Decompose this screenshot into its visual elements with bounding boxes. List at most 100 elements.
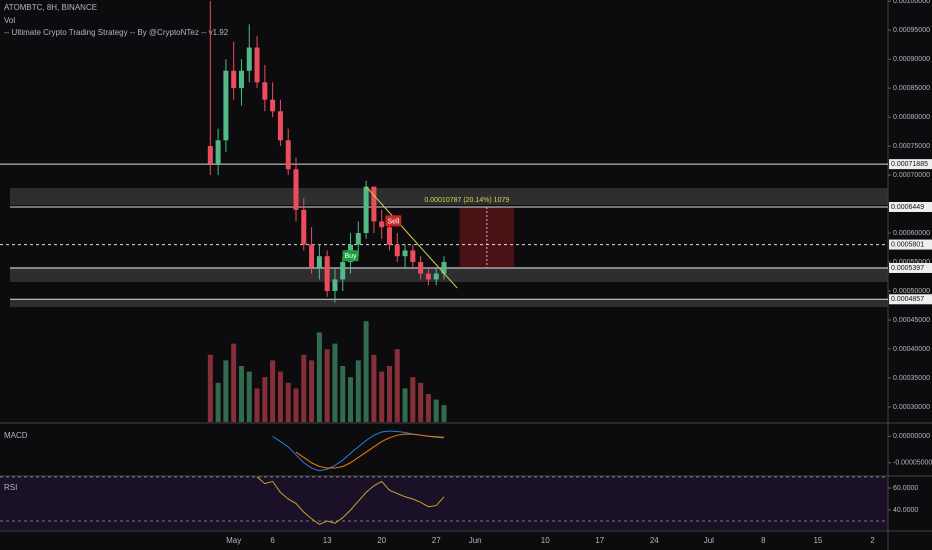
y-tick-label: 40.0000 (893, 507, 918, 514)
level-label: 0.0005397 (891, 265, 924, 272)
y-tick-label: 0.00030000 (893, 404, 930, 411)
y-tick-label: 0.00035000 (893, 375, 930, 382)
volume-bar (386, 366, 392, 422)
zone (10, 298, 888, 307)
signal-label: Sell (388, 218, 400, 225)
risk-box (459, 207, 515, 268)
zone (10, 266, 888, 283)
x-tick-label: 27 (432, 536, 441, 545)
rsi-label: RSI (4, 483, 17, 492)
volume-bar (324, 349, 330, 422)
y-tick-label: 0.00000000 (893, 433, 930, 440)
macd-line (272, 430, 445, 472)
x-tick-label: 10 (541, 536, 550, 545)
x-tick-label: 15 (813, 536, 822, 545)
y-tick-label: 0.00100000 (893, 0, 930, 5)
x-tick-label: May (226, 536, 241, 545)
x-tick-label: Jun (469, 536, 482, 545)
strategy-label: -- Ultimate Crypto Trading Strategy -- B… (4, 28, 229, 37)
candle-body (246, 47, 252, 71)
candle-body (309, 244, 315, 268)
candle-body (433, 273, 439, 280)
volume-bar (316, 332, 322, 422)
volume-bar (332, 343, 338, 422)
volume-bar (441, 405, 447, 422)
volume-bar (371, 354, 377, 422)
candle-body (285, 140, 291, 170)
volume-bar (254, 388, 260, 422)
candle-body (363, 186, 369, 234)
candle-body (410, 250, 416, 263)
x-tick-label: 8 (761, 536, 766, 545)
volume-bar (402, 388, 408, 422)
volume-bar (223, 360, 229, 422)
volume-bar (293, 388, 299, 422)
x-tick-label: 20 (377, 536, 386, 545)
candle-body (254, 47, 260, 83)
candle-body (238, 70, 244, 89)
signal-label: Buy (344, 253, 357, 260)
volume-bar (433, 399, 439, 422)
volume-bar (425, 394, 431, 422)
x-tick-label: 2 (870, 536, 875, 545)
volume-bar (238, 366, 244, 422)
volume-bar (277, 371, 283, 422)
x-tick-label: Jul (704, 536, 714, 545)
candle-body (270, 99, 276, 112)
candle-body (223, 70, 229, 141)
volume-bar (215, 382, 221, 422)
candle-body (277, 111, 283, 141)
annotation: 0.00010787 (20.14%) 1079 (424, 197, 509, 204)
volume-bar (418, 382, 424, 422)
volume-bar (270, 360, 276, 422)
candle-body (371, 186, 377, 222)
volume-bar (309, 360, 315, 422)
candle-body (215, 140, 221, 164)
rsi-line (256, 476, 445, 525)
candle-body (425, 273, 431, 280)
volume-bar (207, 354, 213, 422)
candle-body (231, 70, 237, 89)
y-tick-label: 60.0000 (893, 485, 918, 492)
candle-body (340, 262, 346, 280)
zone (10, 188, 888, 206)
volume-bar (348, 377, 354, 422)
volume-bar (231, 343, 237, 422)
signal-box (385, 215, 402, 227)
y-tick-label: 0.00085000 (893, 85, 930, 92)
volume-bar (340, 366, 346, 422)
y-tick-label: -0.00005000 (893, 460, 932, 467)
y-tick-label: 0.00045000 (893, 317, 930, 324)
x-tick-label: 17 (595, 536, 604, 545)
candle-body (293, 169, 299, 210)
level-label: 0.0006449 (891, 204, 924, 211)
candle-body (324, 256, 330, 291)
y-tick-label: 0.00050000 (893, 288, 930, 295)
candle-body (394, 244, 400, 257)
level-label: 0.00071885 (891, 161, 928, 168)
y-tick-label: 0.00055000 (893, 259, 930, 266)
candle-body (355, 233, 361, 245)
chart-title: ATOMBTC, 8H, BINANCE (4, 3, 97, 12)
y-tick-label: 0.00095000 (893, 27, 930, 34)
y-tick-label: 0.00075000 (893, 143, 930, 150)
volume-label: Vol (4, 16, 15, 25)
candle-body (386, 227, 392, 245)
volume-bar (410, 377, 416, 422)
y-tick-label: 0.00040000 (893, 346, 930, 353)
volume-bar (379, 371, 385, 422)
level-tag (889, 294, 932, 305)
macd-label: MACD (4, 431, 28, 440)
y-tick-label: 0.00080000 (893, 114, 930, 121)
candle-body (262, 82, 268, 100)
x-tick-label: 24 (650, 536, 659, 545)
volume-bar (355, 360, 361, 422)
rsi-background (0, 477, 888, 530)
x-tick-label: 13 (323, 536, 332, 545)
volume-bar (394, 349, 400, 422)
level-tag (889, 159, 932, 170)
y-tick-label: 0.00070000 (893, 172, 930, 179)
volume-bar (285, 382, 291, 422)
candle-body (332, 279, 338, 291)
